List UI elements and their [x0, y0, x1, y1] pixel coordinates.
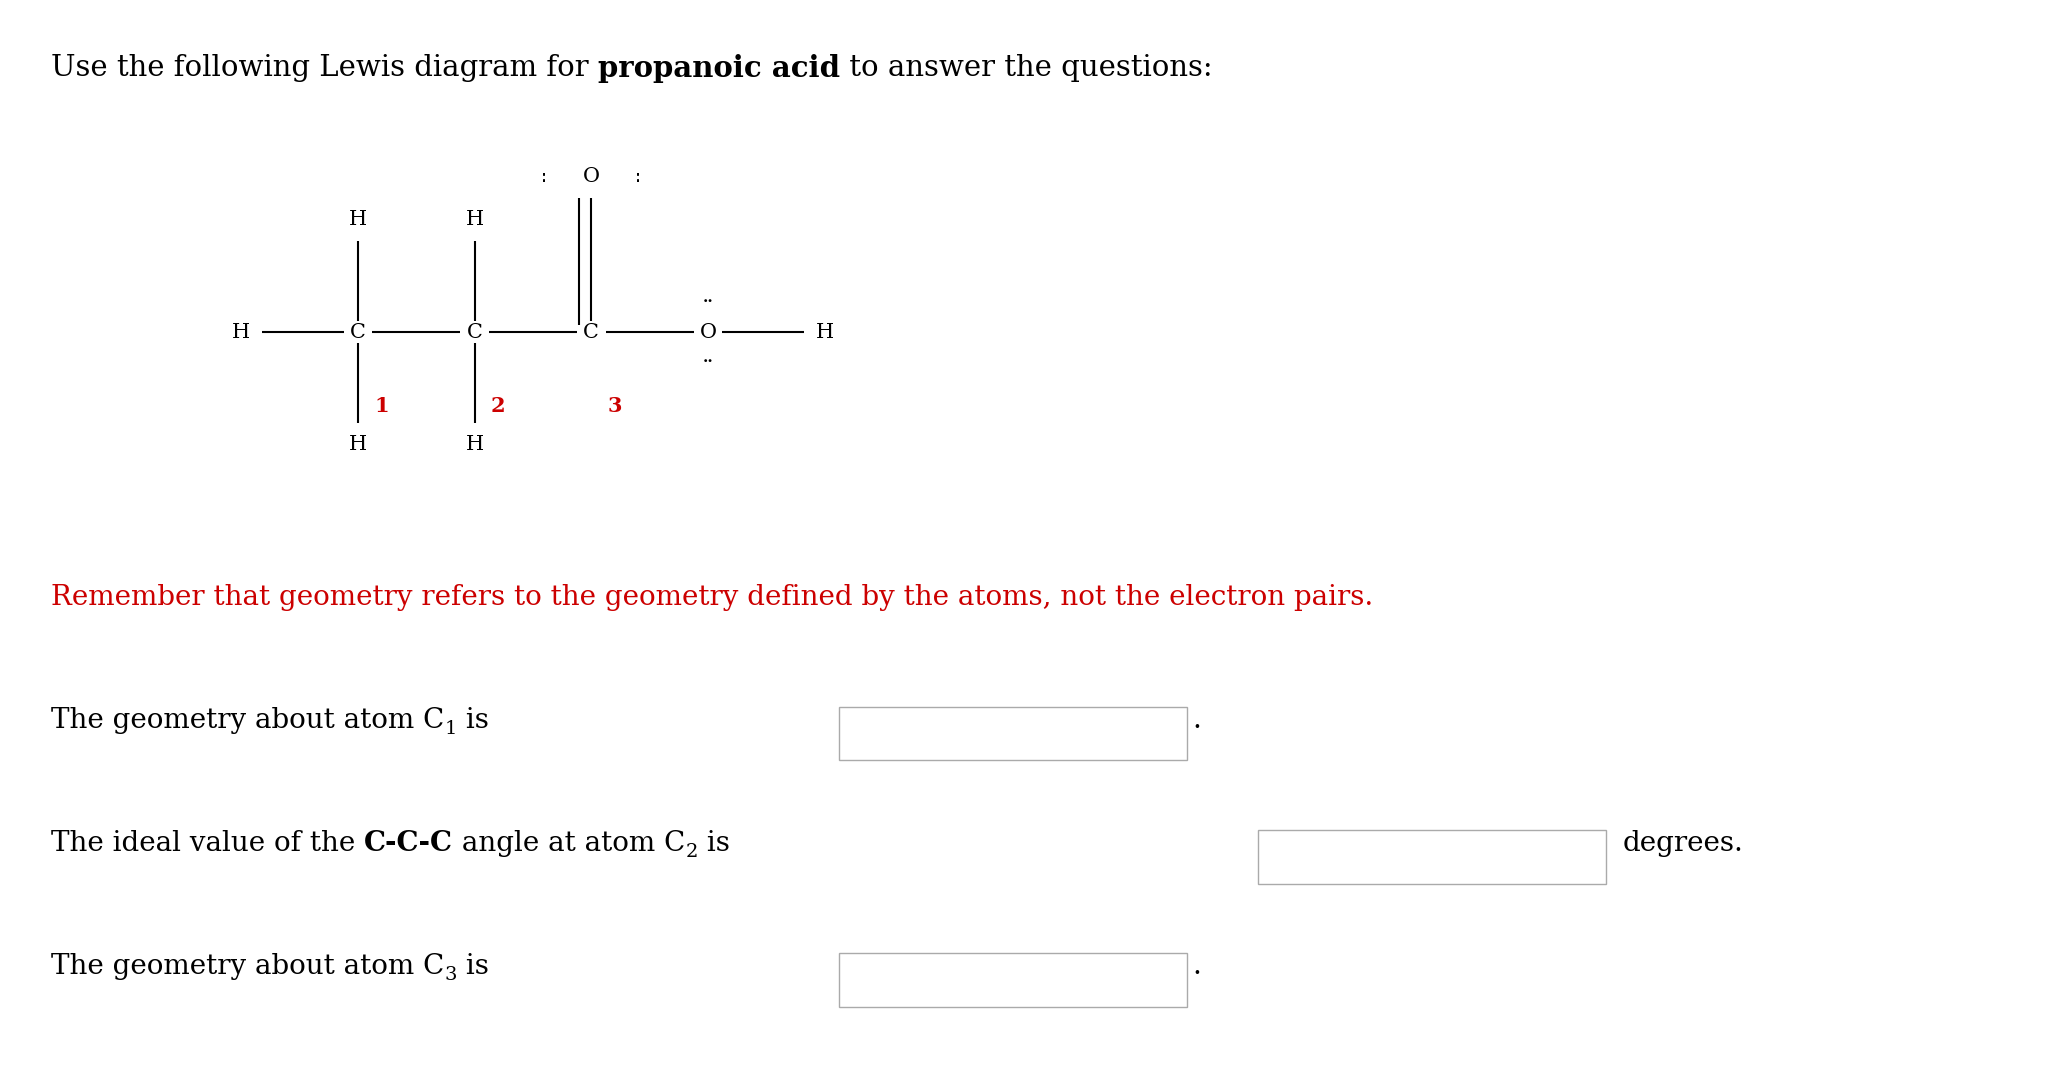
Text: .: . — [1193, 707, 1201, 734]
Text: Remember that geometry refers to the geometry defined by the atoms, not the elec: Remember that geometry refers to the geo… — [51, 584, 1373, 610]
Text: C: C — [350, 322, 366, 342]
Text: The ideal value of the: The ideal value of the — [51, 830, 364, 857]
Text: is: is — [456, 707, 489, 734]
Text: H: H — [350, 435, 366, 454]
FancyBboxPatch shape — [839, 953, 1187, 1007]
Text: O: O — [583, 167, 599, 186]
Text: angle at atom C: angle at atom C — [454, 830, 685, 857]
Text: H: H — [466, 435, 483, 454]
Text: H: H — [350, 210, 366, 229]
FancyBboxPatch shape — [839, 707, 1187, 760]
Text: C: C — [583, 322, 599, 342]
Text: 3: 3 — [444, 966, 456, 984]
Text: H: H — [466, 210, 483, 229]
Text: O: O — [700, 322, 716, 342]
Text: propanoic acid: propanoic acid — [597, 54, 841, 82]
FancyBboxPatch shape — [1258, 830, 1606, 884]
Text: 3: 3 — [608, 396, 622, 417]
Text: ··: ·· — [702, 355, 714, 369]
Text: H: H — [233, 322, 250, 342]
Text: degrees.: degrees. — [1622, 830, 1743, 857]
Text: to answer the questions:: to answer the questions: — [841, 54, 1213, 81]
Text: 1: 1 — [444, 720, 456, 738]
Text: :: : — [634, 168, 642, 185]
Text: .: . — [1193, 953, 1201, 980]
Text: :: : — [540, 168, 548, 185]
Text: C: C — [466, 322, 483, 342]
Text: 1: 1 — [374, 396, 389, 417]
Text: 2: 2 — [491, 396, 505, 417]
Text: is: is — [456, 953, 489, 980]
Text: C-C-C: C-C-C — [364, 830, 454, 857]
Text: ··: ·· — [702, 295, 714, 310]
Text: H: H — [816, 322, 833, 342]
Text: is: is — [698, 830, 730, 857]
Text: The geometry about atom C: The geometry about atom C — [51, 707, 444, 734]
Text: Use the following Lewis diagram for: Use the following Lewis diagram for — [51, 54, 597, 81]
Text: The geometry about atom C: The geometry about atom C — [51, 953, 444, 980]
Text: 2: 2 — [685, 843, 698, 861]
